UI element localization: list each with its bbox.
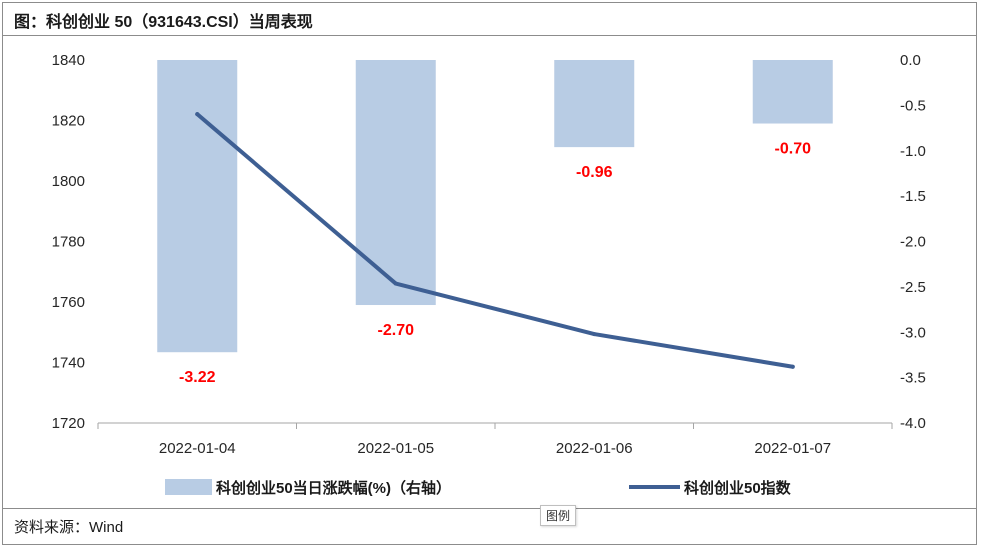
y-left-tick-label: 1800 bbox=[52, 173, 85, 190]
bar-2022-01-05 bbox=[355, 60, 436, 306]
y-left-tick-label: 1820 bbox=[52, 113, 85, 130]
y-left-tick-label: 1780 bbox=[52, 234, 85, 251]
y-left-tick-label: 1740 bbox=[52, 355, 85, 372]
source-note: 资料来源：Wind bbox=[14, 519, 124, 536]
y-right-tick-label: -2.5 bbox=[900, 279, 926, 296]
index-line bbox=[195, 112, 795, 369]
y-right-tick-label: -4.0 bbox=[900, 415, 926, 432]
x-tick-label: 2022-01-04 bbox=[159, 440, 236, 457]
legend-bar-label: 科创创业50当日涨跌幅(%)（右轴） bbox=[216, 479, 451, 497]
footer-divider bbox=[2, 508, 977, 509]
y-right-tick-label: 0.0 bbox=[900, 52, 921, 69]
index-point bbox=[592, 332, 597, 337]
y-right-tick-label: -1.0 bbox=[900, 143, 926, 160]
index-point bbox=[195, 112, 200, 117]
x-tick-label: 2022-01-05 bbox=[357, 440, 434, 457]
legend-bar-swatch bbox=[165, 479, 212, 495]
bar-data-label: -2.70 bbox=[378, 322, 415, 339]
x-tick-label: 2022-01-06 bbox=[556, 440, 633, 457]
bar-2022-01-07 bbox=[752, 60, 833, 124]
y-left-tick-label: 1720 bbox=[52, 415, 85, 432]
legend-line-label: 科创创业50指数 bbox=[684, 479, 792, 497]
x-tick-label: 2022-01-07 bbox=[754, 440, 831, 457]
title-divider bbox=[2, 35, 977, 36]
figure-title: 图：科创创业 50（931643.CSI）当周表现 bbox=[14, 14, 313, 31]
bar-data-label: -0.96 bbox=[576, 164, 613, 181]
bar-2022-01-06 bbox=[554, 60, 635, 148]
bar-2022-01-04 bbox=[157, 60, 238, 353]
legend-tooltip: 图例 bbox=[540, 505, 577, 526]
bar-data-label: -0.70 bbox=[775, 141, 812, 158]
y-right-tick-label: -2.0 bbox=[900, 234, 926, 251]
y-right-tick-label: -1.5 bbox=[900, 188, 926, 205]
y-right-tick-label: -3.5 bbox=[900, 370, 926, 387]
y-right-tick-label: -0.5 bbox=[900, 97, 926, 114]
y-left-tick-label: 1760 bbox=[52, 294, 85, 311]
y-left-tick-label: 1840 bbox=[52, 52, 85, 69]
y-right-tick-label: -3.0 bbox=[900, 324, 926, 341]
index-point bbox=[393, 281, 398, 286]
bar-data-label: -3.22 bbox=[179, 369, 216, 386]
index-point bbox=[790, 364, 795, 369]
